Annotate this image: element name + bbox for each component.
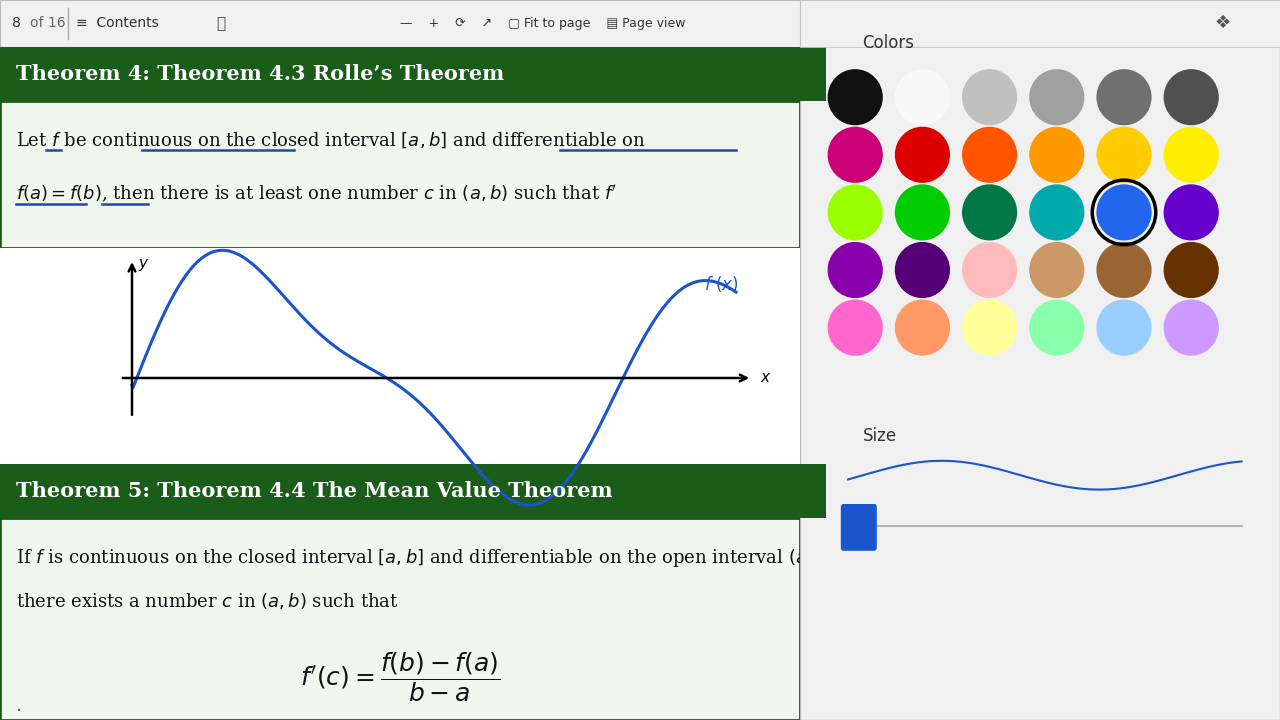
Text: .: . — [15, 696, 22, 715]
Text: Size: Size — [863, 426, 896, 444]
Ellipse shape — [1029, 300, 1084, 356]
Text: ⌕: ⌕ — [216, 16, 225, 31]
Text: $y$: $y$ — [138, 257, 150, 273]
Ellipse shape — [895, 69, 950, 125]
FancyBboxPatch shape — [0, 248, 800, 464]
Text: Theorem 5: Theorem 4.4 The Mean Value Theorem: Theorem 5: Theorem 4.4 The Mean Value Th… — [15, 482, 613, 501]
Ellipse shape — [895, 242, 950, 298]
FancyBboxPatch shape — [0, 47, 800, 101]
Text: of 16: of 16 — [31, 17, 67, 30]
Ellipse shape — [1164, 242, 1219, 298]
Ellipse shape — [828, 69, 883, 125]
Ellipse shape — [828, 300, 883, 356]
Ellipse shape — [1164, 184, 1219, 240]
Ellipse shape — [963, 69, 1018, 125]
Ellipse shape — [1029, 184, 1084, 240]
Text: there exists a number $c$ in $(a, b)$ such that: there exists a number $c$ in $(a, b)$ su… — [15, 591, 398, 611]
Ellipse shape — [1164, 300, 1219, 356]
Text: ≡  Contents: ≡ Contents — [76, 17, 159, 30]
FancyBboxPatch shape — [800, 0, 1280, 720]
Ellipse shape — [1097, 300, 1152, 356]
Ellipse shape — [1029, 242, 1084, 298]
Ellipse shape — [828, 127, 883, 183]
Text: $f'(c) = \dfrac{f(b) - f(a)}{b - a}$: $f'(c) = \dfrac{f(b) - f(a)}{b - a}$ — [300, 650, 500, 703]
Ellipse shape — [963, 242, 1018, 298]
FancyBboxPatch shape — [0, 518, 800, 720]
Ellipse shape — [1164, 69, 1219, 125]
Ellipse shape — [828, 184, 883, 240]
Ellipse shape — [963, 127, 1018, 183]
Ellipse shape — [1164, 127, 1219, 183]
Text: Let $f$ be continuous on the closed interval $[a, b]$ and differentiable on: Let $f$ be continuous on the closed inte… — [15, 130, 645, 150]
FancyBboxPatch shape — [0, 0, 800, 47]
Ellipse shape — [963, 184, 1018, 240]
FancyBboxPatch shape — [0, 101, 800, 248]
Text: Theorem 4: Theorem 4.3 Rolle’s Theorem: Theorem 4: Theorem 4.3 Rolle’s Theorem — [15, 64, 504, 84]
Text: —    +    ⟳    ↗    ▢ Fit to page    ▤ Page view: — + ⟳ ↗ ▢ Fit to page ▤ Page view — [399, 17, 686, 30]
Ellipse shape — [963, 300, 1018, 356]
FancyBboxPatch shape — [800, 464, 827, 518]
Ellipse shape — [895, 127, 950, 183]
Text: Colors: Colors — [863, 34, 914, 53]
Text: $x$: $x$ — [760, 371, 772, 385]
Ellipse shape — [895, 300, 950, 356]
Ellipse shape — [1097, 242, 1152, 298]
FancyBboxPatch shape — [841, 504, 877, 551]
FancyBboxPatch shape — [800, 0, 1280, 47]
Ellipse shape — [1029, 69, 1084, 125]
FancyBboxPatch shape — [800, 47, 827, 101]
Text: $f(a) = f(b)$, then there is at least one number $c$ in $(a, b)$ such that $f'$: $f(a) = f(b)$, then there is at least on… — [15, 184, 617, 205]
Ellipse shape — [895, 184, 950, 240]
Text: 8: 8 — [12, 17, 20, 30]
Ellipse shape — [1097, 69, 1152, 125]
Text: If $f$ is continuous on the closed interval $[a, b]$ and differentiable on the o: If $f$ is continuous on the closed inter… — [15, 547, 888, 569]
Ellipse shape — [1029, 127, 1084, 183]
Ellipse shape — [1097, 127, 1152, 183]
FancyBboxPatch shape — [0, 464, 800, 518]
Text: ❖: ❖ — [1215, 14, 1230, 32]
Ellipse shape — [1097, 184, 1152, 240]
Text: $f$ $(x)$: $f$ $(x)$ — [704, 274, 739, 294]
Ellipse shape — [828, 242, 883, 298]
